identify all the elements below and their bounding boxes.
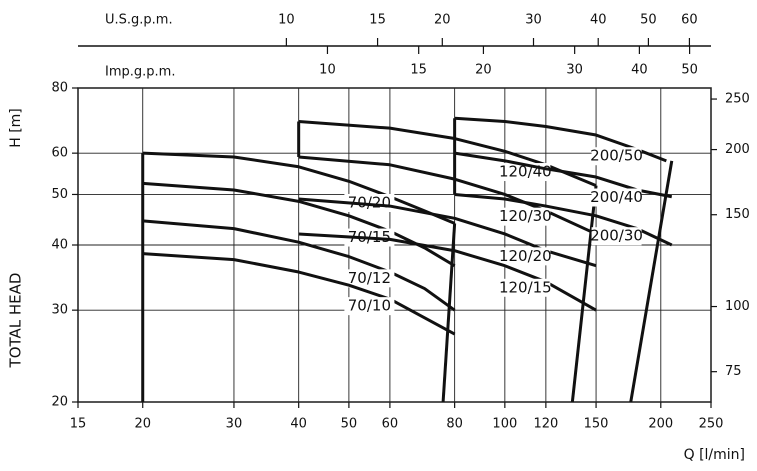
pump-curve	[454, 151, 673, 199]
x3-tick-label: 40	[631, 63, 648, 78]
x-tick-label: 20	[134, 417, 151, 432]
x2-tick-label: 50	[640, 13, 657, 28]
pump-curve	[298, 120, 597, 187]
x-tick-label: 30	[226, 417, 243, 432]
pump-curve	[298, 232, 597, 312]
limit-line	[570, 185, 598, 403]
curve-label: 200/30	[590, 227, 643, 245]
curve-label: 120/15	[499, 278, 552, 296]
x-tick-label: 150	[584, 417, 609, 432]
x2-tick-label: 15	[369, 13, 386, 28]
x-axis-label: Q [l/min]	[684, 447, 745, 463]
x-tick-label: 50	[341, 417, 358, 432]
curve-label: 200/50	[590, 147, 643, 165]
curve-label-bg	[344, 269, 395, 288]
curve-label-bg	[500, 207, 551, 226]
curve-label: 120/30	[499, 207, 552, 225]
pump-curve	[454, 192, 673, 247]
curve-label-bg	[344, 297, 395, 316]
y-axis-label: H [m]	[8, 108, 24, 148]
curve-label: 120/20	[499, 247, 552, 265]
x-tick-label: 100	[492, 417, 517, 432]
pump-curve	[298, 197, 597, 268]
y2-tick-label: 100	[725, 299, 750, 314]
curve-label-bg	[591, 147, 642, 166]
x-tick-label: 60	[382, 417, 399, 432]
y-tick-label: 60	[51, 146, 68, 161]
x-tick-label: 200	[648, 417, 673, 432]
pump-curve	[142, 181, 456, 268]
x-tick-label: 120	[533, 417, 558, 432]
pump-curve	[142, 219, 456, 312]
y-tick-label: 40	[51, 238, 68, 253]
curve-label: 70/10	[348, 297, 391, 315]
curve-label-bg	[591, 227, 642, 246]
x3-tick-label: 20	[475, 63, 492, 78]
x-tick-label: 80	[446, 417, 463, 432]
y-tick-label: 50	[51, 187, 68, 202]
x3-tick-label: 50	[681, 63, 698, 78]
y2-tick-label: 75	[725, 364, 742, 379]
x2-tick-label: 20	[434, 13, 451, 28]
pump-curve	[142, 151, 456, 225]
x2-axis-label: U.S.g.p.m.	[105, 13, 173, 28]
limit-line	[441, 223, 457, 403]
curve-label-bg	[500, 247, 551, 266]
y2-tick-label: 200	[725, 142, 750, 157]
y-tick-label: 80	[51, 81, 68, 96]
y2-tick-label: 150	[725, 207, 750, 222]
y-axis-title: TOTAL HEAD	[7, 273, 25, 369]
x3-tick-label: 30	[566, 63, 583, 78]
curve-label-bg	[500, 278, 551, 297]
curve-label-bg	[591, 188, 642, 207]
pump-curve	[454, 116, 667, 163]
x-tick-label: 250	[699, 417, 724, 432]
y2-tick-label: 250	[725, 92, 750, 107]
limit-line	[629, 160, 674, 403]
x3-tick-label: 10	[319, 63, 336, 78]
x-tick-label: 40	[290, 417, 307, 432]
x2-tick-label: 30	[525, 13, 542, 28]
pump-curve	[142, 252, 456, 336]
y-tick-label: 30	[51, 303, 68, 318]
x2-tick-label: 10	[278, 13, 295, 28]
x2-tick-label: 60	[681, 13, 698, 28]
y-tick-label: 20	[51, 395, 68, 410]
x3-axis-label: Imp.g.p.m.	[105, 65, 175, 80]
x2-tick-label: 40	[590, 13, 607, 28]
curve-label: 70/12	[348, 269, 391, 287]
pump-curve	[298, 155, 597, 236]
x3-tick-label: 15	[410, 63, 427, 78]
x-tick-label: 15	[70, 417, 87, 432]
curve-label: 200/40	[590, 188, 643, 206]
curve-label: 70/20	[348, 193, 391, 211]
